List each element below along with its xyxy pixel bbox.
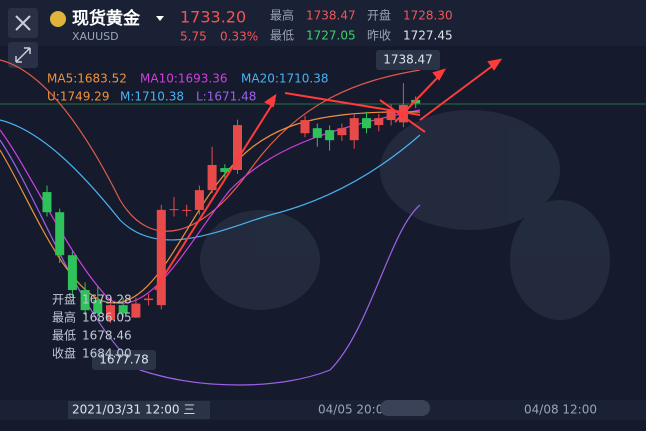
candle-body: [131, 303, 141, 318]
indicator: U:1749.29: [47, 90, 109, 104]
tooltip-value: 1679.28: [82, 293, 132, 307]
change: 5.75: [180, 30, 207, 44]
candle-body: [300, 120, 310, 134]
symbol: XAUUSD: [72, 30, 119, 43]
min-label: 1677.78: [99, 353, 149, 367]
indicator: L:1671.48: [196, 90, 256, 104]
candle-body: [362, 118, 371, 129]
indicator: MA10:1693.36: [140, 72, 228, 86]
max-label-box: [376, 50, 440, 70]
candle-body: [169, 209, 179, 211]
world-map: [200, 110, 610, 320]
tooltip-value: 1686.05: [82, 311, 132, 325]
candle-body: [194, 190, 204, 210]
candle-body: [106, 305, 115, 321]
stat-value: 1727.05: [306, 29, 356, 43]
candle-body: [182, 209, 192, 211]
tooltip-label: 收盘: [52, 346, 76, 361]
tooltip-value: 1684.00: [82, 347, 132, 361]
bottom-strip: [0, 420, 646, 431]
instrument-name[interactable]: 现货黄金: [72, 8, 141, 29]
candle-body: [325, 130, 335, 141]
candle-body: [374, 118, 384, 126]
candle-body: [207, 164, 217, 191]
stat-value: 1738.47: [306, 9, 356, 23]
stat-value: 1728.30: [403, 9, 453, 23]
candle-body: [156, 209, 166, 306]
close-icon: [15, 15, 31, 31]
page-dots[interactable]: [380, 400, 430, 416]
indicator: MA5:1683.52: [47, 72, 127, 86]
stat-value: 1727.45: [403, 29, 453, 43]
stat-label: 昨收: [367, 29, 391, 43]
tooltip-label: 最低: [52, 329, 76, 343]
candle-body: [233, 125, 242, 171]
change-pct: 0.33%: [220, 30, 258, 44]
tooltip-value: 1678.46: [82, 329, 132, 343]
candle-body: [337, 128, 347, 136]
max-label: 1738.47: [383, 53, 433, 67]
indicator: MA20:1710.38: [241, 72, 329, 86]
candle-body: [386, 109, 396, 121]
candle-body: [80, 290, 90, 311]
collapse-icon: [15, 47, 31, 63]
candle-body: [93, 300, 103, 314]
tooltip-label: 最高: [52, 310, 76, 325]
dropdown-arrow[interactable]: [156, 16, 164, 21]
stat-label: 开盘: [367, 8, 391, 23]
candle-body: [349, 118, 359, 141]
candle-body: [118, 305, 128, 314]
min-label-box: [92, 350, 156, 370]
crosshair-date-box: [68, 401, 210, 419]
x-label: 04/08 12:00: [524, 403, 597, 417]
tooltip-label: 开盘: [52, 292, 76, 307]
x-label: 04/05 20:00: [318, 403, 391, 417]
x-label: 2021/03/31 12:00 三: [72, 403, 195, 417]
tooltip: 开盘 1679.28 最高 1686.05 最低 1678.46 收盘 1684.00: [52, 292, 132, 361]
candle-body: [55, 212, 65, 256]
gold-icon: [50, 11, 66, 27]
candle-body: [144, 298, 154, 301]
indicator: M:1710.38: [120, 90, 184, 104]
price: 1733.20: [180, 8, 246, 27]
candle-body: [220, 168, 230, 172]
header-bar: [0, 0, 646, 46]
stat-label: 最低: [270, 29, 294, 43]
annotation-arrows: [154, 58, 503, 291]
candle-body: [67, 255, 77, 291]
candle-body: [42, 192, 52, 213]
stat-label: 最高: [270, 8, 294, 23]
candle-body: [312, 128, 322, 138]
